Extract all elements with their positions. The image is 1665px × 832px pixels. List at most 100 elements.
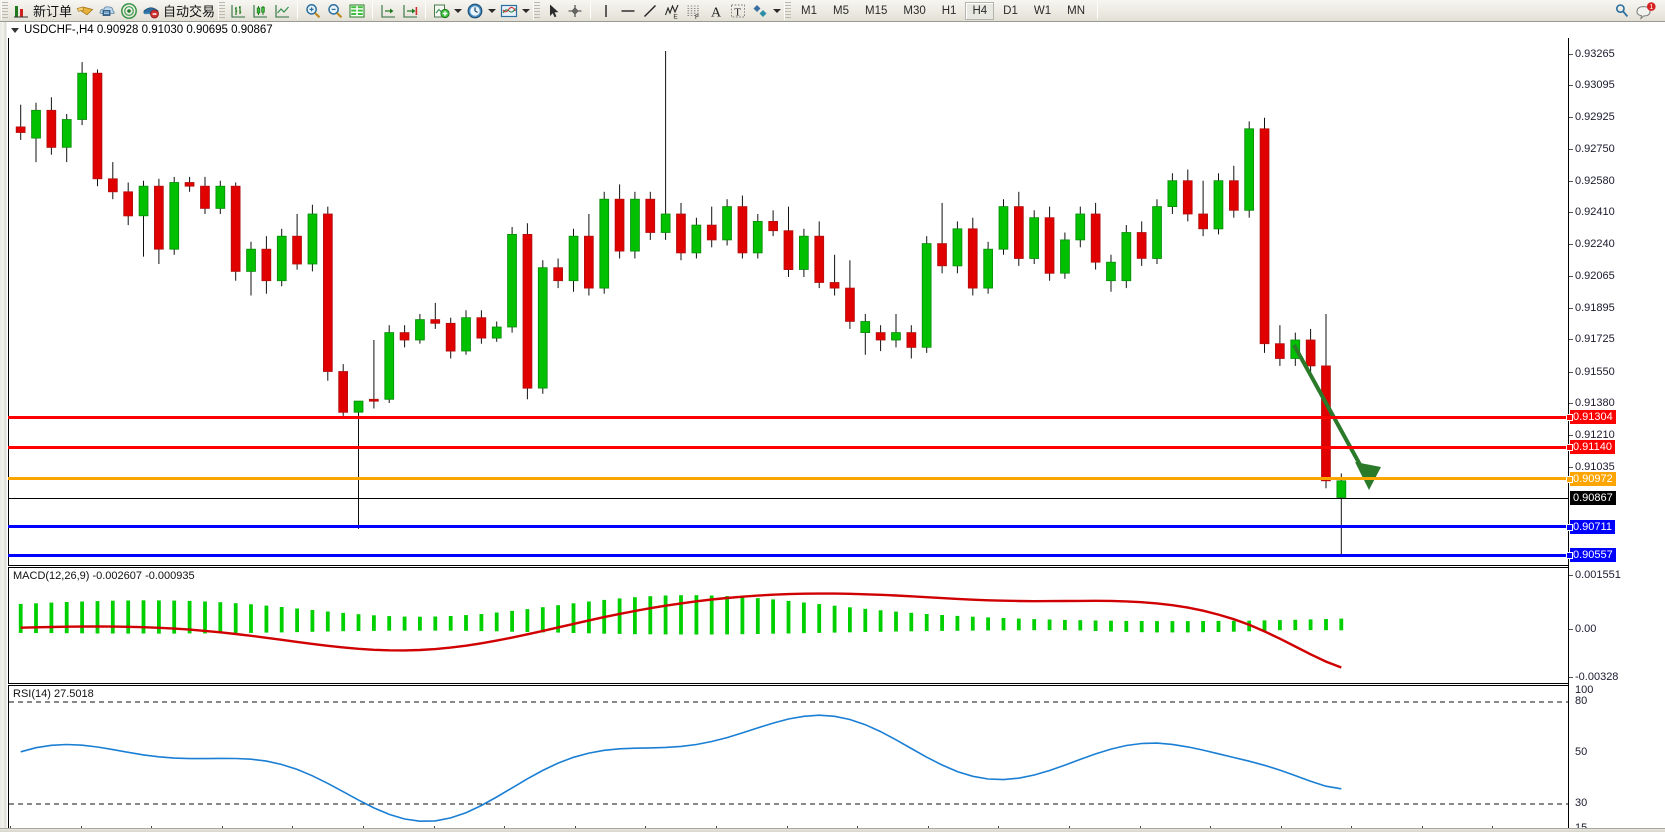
window-left-edge [0, 22, 8, 832]
price-tick-label: 0.91210 [1575, 428, 1615, 441]
rsi-tick-label: 100 [1575, 684, 1594, 696]
price-scale[interactable]: 0.93265 0.93095 0.92925 0.92750 0.92580 0.924… [1568, 38, 1665, 832]
chart-menu-chevron-down-icon[interactable] [11, 27, 19, 33]
chart-shift-button[interactable] [399, 1, 421, 21]
indicators-add-icon [432, 2, 450, 20]
price-tick-label: 0.91380 [1575, 397, 1615, 409]
timeframe-m15[interactable]: M15 [865, 4, 888, 17]
templates-chevron-down-icon[interactable] [522, 8, 531, 13]
timeframe-h1[interactable]: H1 [941, 4, 957, 17]
svg-text:F: F [695, 14, 699, 20]
rsi-label: RSI(14) 27.5018 [13, 688, 94, 700]
candlestick-chart-button[interactable] [249, 1, 271, 21]
toolbar-separator-5 [1097, 2, 1098, 19]
timeframe-m30[interactable]: M30 [903, 4, 926, 17]
price-tick-label: 0.92925 [1575, 110, 1615, 123]
chart-title-text: USDCHF-,H4 0.90928 0.91030 0.90695 0.908… [24, 24, 273, 36]
price-tag-target-lower: 0.90557 [1570, 548, 1616, 563]
notification-icon: 1 [1635, 1, 1657, 20]
new-order-button[interactable]: 新订单 [10, 1, 74, 21]
macd-pane[interactable]: MACD(12,26,9) -0.002607 -0.000935 [8, 567, 1569, 684]
search-button[interactable] [1611, 1, 1633, 21]
timeframe-h4[interactable]: H4 [965, 1, 995, 20]
indicators-button[interactable] [430, 1, 464, 21]
rsi-pane[interactable]: RSI(14) 27.5018 [8, 685, 1570, 832]
autotrading-label: 自动交易 [163, 4, 216, 19]
down-arrow-annotation [1292, 344, 1381, 490]
timeframe-m1[interactable]: M1 [801, 4, 818, 17]
price-pane[interactable] [8, 38, 1569, 566]
timeframe-w1[interactable]: W1 [1033, 4, 1052, 17]
toolbar-grip-1[interactable] [1, 1, 8, 20]
terminal-button[interactable] [96, 1, 118, 21]
price-candles [15, 51, 1381, 555]
tile-windows-button[interactable] [346, 1, 368, 21]
level-anchor[interactable] [1566, 475, 1573, 483]
macd-tick [1569, 629, 1573, 630]
zoom-out-icon [326, 2, 344, 20]
text-label-icon: T [729, 2, 747, 20]
chart-window: USDCHF-,H4 0.90928 0.91030 0.90695 0.908… [0, 22, 1665, 832]
price-tick [1569, 276, 1573, 278]
periods-button[interactable] [464, 1, 498, 21]
timeframe-m5[interactable]: M5 [833, 4, 849, 17]
horizontal-line-button[interactable] [617, 1, 639, 21]
notification-count: 1 [1649, 4, 1653, 11]
level-anchor[interactable] [1566, 523, 1573, 531]
trendline-button[interactable] [639, 1, 661, 21]
vertical-line-icon [597, 2, 615, 20]
zoom-in-button[interactable] [302, 1, 324, 21]
signals-button[interactable] [118, 1, 140, 21]
toolbar-grip-3[interactable] [533, 1, 541, 20]
folder-button[interactable] [74, 1, 96, 21]
crosshair-button[interactable] [564, 1, 586, 21]
indicators-chevron-down-icon[interactable] [454, 8, 463, 13]
candlestick-chart-icon [251, 2, 269, 20]
cursor-button[interactable] [542, 1, 564, 21]
zoom-in-icon [304, 2, 322, 20]
price-tick [1569, 339, 1573, 341]
new-order-icon [12, 2, 30, 20]
level-stroke [8, 415, 1569, 419]
bar-chart-icon [229, 2, 247, 20]
shapes-chevron-down-icon[interactable] [773, 8, 782, 13]
svg-text:E: E [673, 13, 678, 20]
fibonacci-button[interactable]: F [683, 1, 705, 21]
toolbar-grip-2[interactable] [218, 1, 226, 20]
zoom-out-button[interactable] [324, 1, 346, 21]
price-tick [1569, 53, 1573, 55]
vertical-line-button[interactable] [595, 1, 617, 21]
text-label-button[interactable]: T [727, 1, 749, 21]
timeframe-mn[interactable]: MN [1067, 4, 1085, 17]
level-stroke [8, 553, 1569, 557]
line-chart-button[interactable] [271, 1, 293, 21]
bar-chart-button[interactable] [227, 1, 249, 21]
autoscroll-button[interactable] [377, 1, 399, 21]
fibonacci-icon: F [685, 2, 703, 20]
price-tick [1569, 434, 1573, 436]
shapes-button[interactable] [749, 1, 783, 21]
horizontal-line-icon [619, 2, 637, 20]
toolbar-separator-4 [590, 2, 592, 19]
elliott-wave-button[interactable]: E [661, 1, 683, 21]
toolbar-grip-4[interactable] [784, 1, 792, 20]
autotrading-button[interactable]: 自动交易 [140, 1, 217, 21]
level-anchor[interactable] [1566, 552, 1573, 560]
level-anchor[interactable] [1566, 414, 1573, 421]
templates-icon [500, 2, 518, 20]
notification-button[interactable]: 1 [1633, 1, 1659, 21]
text-button[interactable]: A [705, 1, 727, 21]
price-tick [1569, 116, 1573, 118]
level-anchor[interactable] [1566, 444, 1573, 452]
price-tag-current-price: 0.90867 [1570, 491, 1616, 505]
toolbar-separator-3 [425, 2, 427, 19]
shapes-icon [751, 2, 769, 20]
timeframe-d1[interactable]: D1 [1003, 4, 1018, 17]
periods-chevron-down-icon[interactable] [488, 8, 497, 13]
price-tick-label: 0.92750 [1575, 143, 1615, 156]
toolbar-separator-1 [297, 2, 299, 19]
autotrading-icon [142, 2, 160, 20]
chart-title-bar[interactable]: USDCHF-,H4 0.90928 0.91030 0.90695 0.908… [8, 22, 1665, 38]
tile-windows-icon [348, 2, 366, 20]
templates-button[interactable] [498, 1, 532, 21]
